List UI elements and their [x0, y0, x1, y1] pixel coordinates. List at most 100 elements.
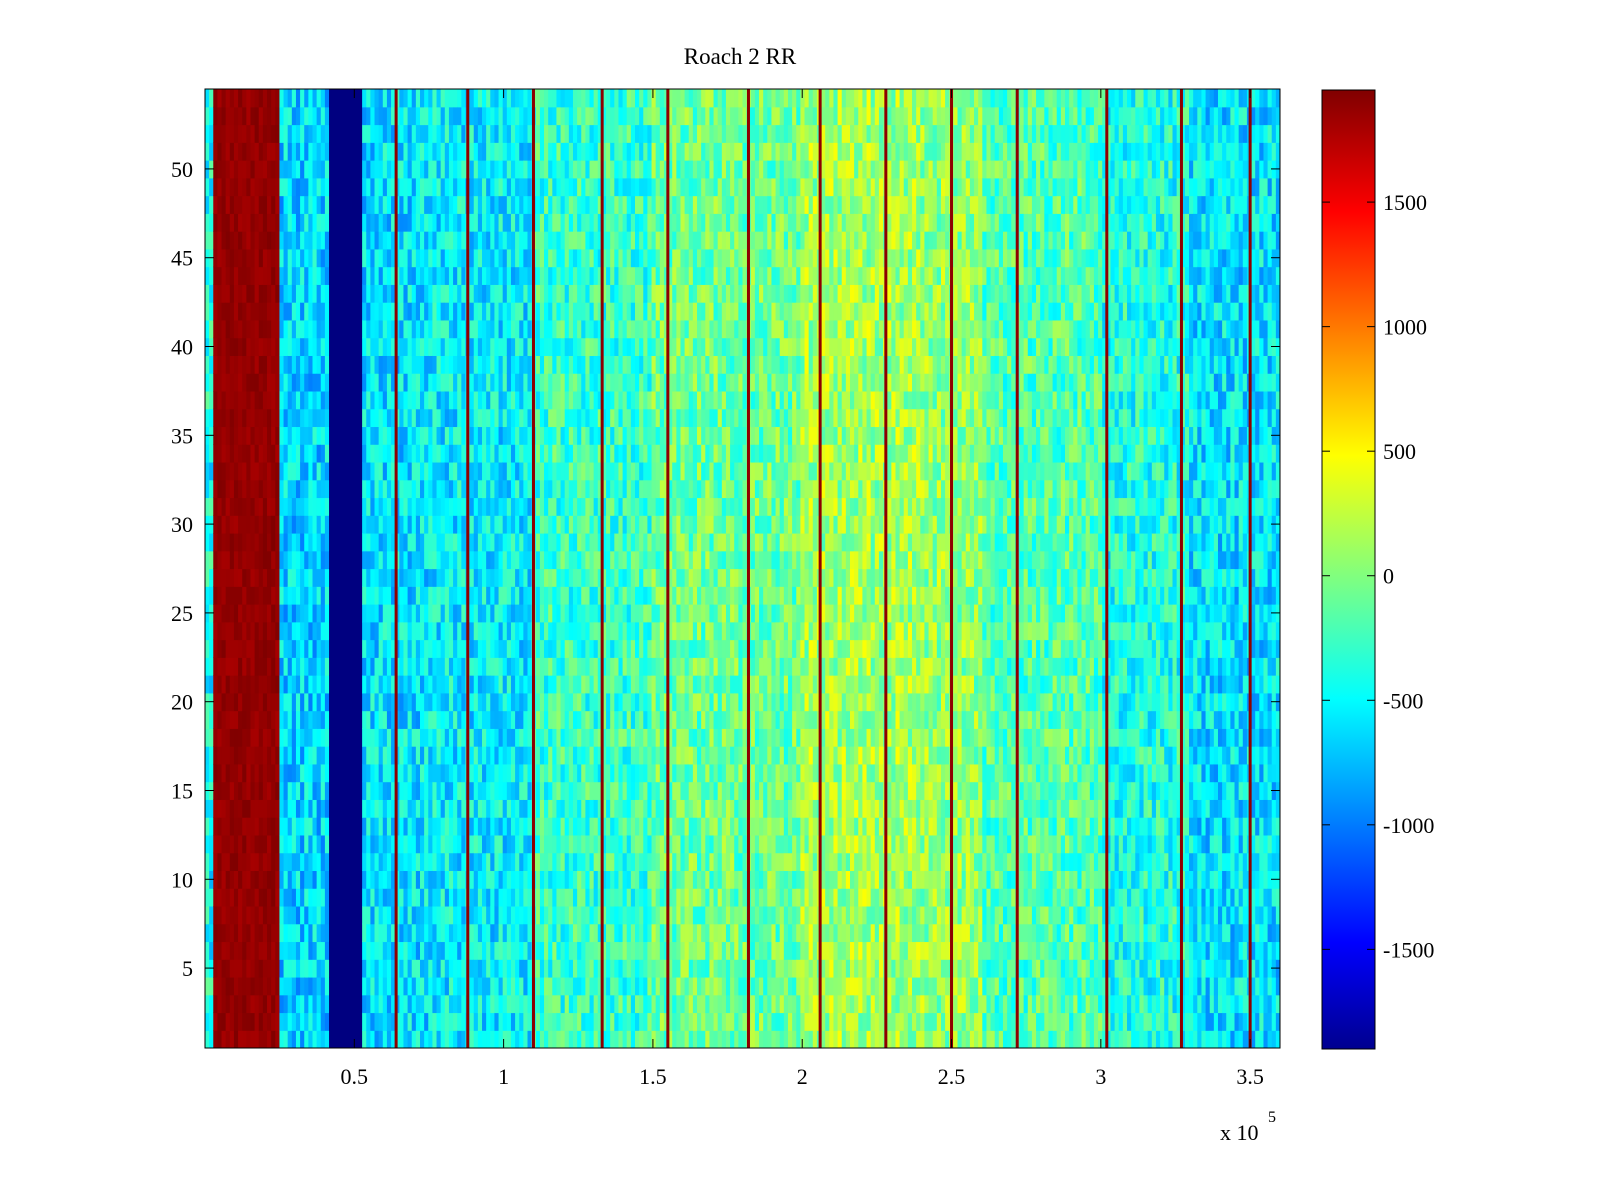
heatmap-cell — [382, 213, 388, 232]
heatmap-cell — [308, 976, 314, 996]
heatmap-cell — [548, 479, 553, 499]
heatmap-cell — [279, 621, 285, 641]
heatmap-cell — [271, 426, 276, 445]
heatmap-cell — [209, 479, 214, 499]
heatmap-cell — [337, 177, 343, 197]
heatmap-cell — [424, 532, 429, 552]
heatmap-cell — [457, 905, 462, 925]
heatmap-cell — [548, 231, 553, 250]
heatmap-cell — [556, 373, 562, 392]
heatmap-cell — [548, 621, 553, 641]
heatmap-cell — [341, 479, 347, 499]
heatmap-cell — [407, 231, 413, 250]
heatmap-cell — [213, 568, 219, 587]
heatmap-cell — [250, 870, 256, 889]
heatmap-cell — [448, 763, 454, 783]
heatmap-cell — [424, 781, 429, 800]
heatmap-cell — [271, 355, 276, 374]
heatmap-cell — [221, 497, 227, 516]
heatmap-cell — [577, 444, 582, 463]
heatmap-cell — [391, 976, 396, 996]
heatmap-cell — [246, 106, 252, 126]
heatmap-cell — [312, 177, 318, 197]
heatmap-cell — [506, 266, 512, 285]
heatmap-cell — [366, 568, 371, 587]
heatmap-cell — [333, 639, 338, 658]
heatmap-cell — [287, 781, 293, 800]
heatmap-cell — [568, 479, 574, 499]
heatmap-cell — [482, 657, 487, 676]
heatmap-cell — [502, 994, 508, 1014]
heatmap-cell — [291, 390, 297, 410]
heatmap-cell — [523, 302, 529, 321]
heatmap-cell — [403, 160, 409, 179]
heatmap-cell — [374, 710, 380, 729]
heatmap-cell — [519, 692, 524, 712]
heatmap-cell — [415, 89, 421, 108]
heatmap-cell — [469, 89, 475, 108]
heatmap-cell — [345, 817, 351, 836]
heatmap-cell — [535, 728, 541, 747]
heatmap-cell — [572, 728, 578, 747]
heatmap-cell — [523, 568, 529, 587]
heatmap-cell — [494, 160, 500, 179]
heatmap-cell — [510, 568, 516, 587]
heatmap-cell — [506, 746, 512, 765]
heatmap-cell — [461, 888, 467, 907]
heatmap-cell — [320, 621, 326, 641]
heatmap-cell — [564, 728, 570, 747]
heatmap-cell — [233, 675, 239, 694]
heatmap-cell — [473, 976, 479, 996]
heatmap-cell — [320, 728, 326, 747]
heatmap-cell — [399, 852, 405, 872]
heatmap-cell — [312, 852, 318, 872]
heatmap-cell — [502, 621, 508, 641]
heatmap-cell — [229, 621, 235, 641]
heatmap-cell — [535, 888, 541, 907]
heatmap-cell — [399, 1030, 405, 1048]
heatmap-cell — [345, 213, 351, 232]
heatmap-cell — [498, 248, 504, 268]
heatmap-cell — [254, 852, 260, 872]
heatmap-cell — [337, 160, 343, 179]
heatmap-cell — [246, 177, 252, 197]
heatmap-cell — [337, 479, 343, 499]
heatmap-cell — [420, 799, 425, 818]
heatmap-cell — [581, 888, 586, 907]
heatmap-cell — [312, 604, 318, 623]
heatmap-cell — [535, 89, 541, 108]
heatmap-cell — [246, 692, 252, 712]
heatmap-cell — [564, 213, 570, 232]
heatmap-cell — [473, 124, 479, 143]
heatmap-cell — [548, 728, 553, 747]
heatmap-cell — [560, 905, 566, 925]
heatmap-cell — [539, 195, 545, 214]
heatmap-cell — [271, 994, 276, 1014]
heatmap-cell — [233, 124, 239, 143]
heatmap-cell — [295, 959, 301, 978]
heatmap-cell — [374, 515, 380, 534]
heatmap-cell — [461, 231, 467, 250]
heatmap-cell — [510, 319, 516, 339]
heatmap-cell — [556, 160, 562, 179]
heatmap-cell — [469, 781, 475, 800]
heatmap-cell — [333, 675, 338, 694]
heatmap-cell — [432, 923, 438, 943]
heatmap-cell — [366, 532, 371, 552]
heatmap-cell — [556, 675, 562, 694]
heatmap-cell — [477, 319, 483, 339]
heatmap-cell — [225, 319, 231, 339]
heatmap-cell — [366, 728, 371, 747]
heatmap-cell — [353, 604, 359, 623]
heatmap-cell — [490, 763, 496, 783]
heatmap-cell — [564, 390, 570, 410]
heatmap-cell — [457, 106, 462, 126]
heatmap-cell — [254, 106, 260, 126]
heatmap-cell — [320, 390, 326, 410]
heatmap-cell — [469, 568, 475, 587]
heatmap-cell — [238, 319, 243, 339]
heatmap-cell — [444, 728, 450, 747]
heatmap-cell — [333, 834, 338, 854]
heatmap-cell — [391, 248, 396, 268]
heatmap-cell — [304, 213, 309, 232]
